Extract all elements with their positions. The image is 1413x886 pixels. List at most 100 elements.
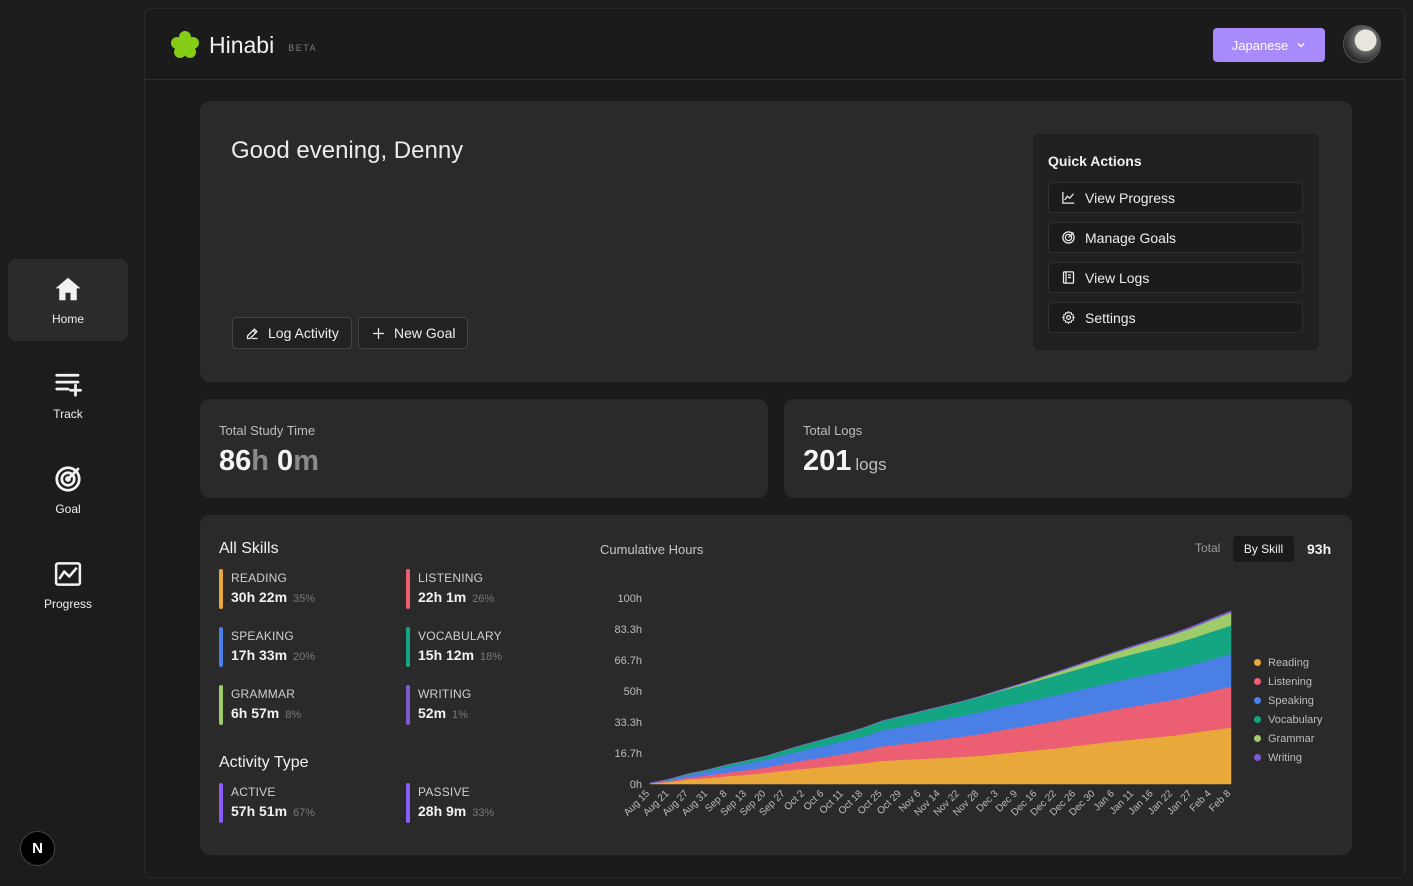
legend-label: Vocabulary bbox=[1268, 713, 1323, 726]
sidebar-item-label: Progress bbox=[43, 597, 93, 611]
skill-tile: SPEAKING 17h 33m 20% bbox=[219, 627, 389, 667]
y-tick-label: 66.7h bbox=[614, 655, 642, 667]
skill-name: WRITING bbox=[418, 687, 472, 701]
greeting: Good evening, Denny bbox=[231, 137, 464, 164]
logo[interactable]: Hinabi BETA bbox=[169, 29, 317, 61]
skill-tile: GRAMMAR 6h 57m 8% bbox=[219, 685, 389, 725]
y-tick-label: 100h bbox=[618, 593, 642, 605]
sidebar-item-goal[interactable]: Goal bbox=[8, 449, 128, 531]
total-hours: 93h bbox=[1307, 541, 1332, 557]
skill-time: 30h 22m 35% bbox=[231, 589, 315, 605]
skill-percent: 67% bbox=[293, 807, 316, 819]
log-activity-button[interactable]: Log Activity bbox=[232, 317, 352, 349]
view-logs-button[interactable]: View Logs bbox=[1048, 262, 1303, 293]
sidebar-item-label: Track bbox=[53, 407, 83, 421]
sidebar: Home Track Goal Progress N bbox=[0, 0, 136, 886]
legend-dot bbox=[1254, 678, 1261, 685]
skill-tile: VOCABULARY 15h 12m 18% bbox=[406, 627, 576, 667]
legend-dot bbox=[1254, 716, 1261, 723]
legend-item: Speaking bbox=[1254, 691, 1322, 710]
logs-unit: logs bbox=[855, 455, 887, 474]
toggle-by-skill-button[interactable]: By Skill bbox=[1233, 536, 1294, 562]
manage-goals-button[interactable]: Manage Goals bbox=[1048, 222, 1303, 253]
log-activity-label: Log Activity bbox=[268, 325, 339, 341]
view-progress-button[interactable]: View Progress bbox=[1048, 182, 1303, 213]
sidebar-item-home[interactable]: Home bbox=[8, 259, 128, 341]
skill-time-value: 57h 51m bbox=[231, 803, 288, 819]
skill-time: 17h 33m 20% bbox=[231, 647, 315, 663]
skill-name: ACTIVE bbox=[231, 785, 276, 799]
all-skills-title: All Skills bbox=[219, 540, 279, 557]
hours-unit: h bbox=[251, 445, 269, 477]
skill-time-value: 28h 9m bbox=[418, 803, 467, 819]
sidebar-item-progress[interactable]: Progress bbox=[8, 544, 128, 626]
skill-name: GRAMMAR bbox=[231, 687, 296, 701]
legend-label: Grammar bbox=[1268, 732, 1315, 745]
main-panel: Hinabi BETA Japanese Good evening, Denny… bbox=[144, 8, 1405, 878]
chart-title: Cumulative Hours bbox=[600, 542, 704, 557]
skill-color-bar bbox=[406, 569, 410, 609]
skill-percent: 35% bbox=[293, 593, 316, 605]
hours-value: 86 bbox=[219, 445, 252, 477]
skill-tile: PASSIVE 28h 9m 33% bbox=[406, 783, 576, 823]
flower-logo-icon bbox=[171, 31, 199, 58]
skill-percent: 26% bbox=[472, 593, 495, 605]
skill-color-bar bbox=[406, 627, 410, 667]
activity-type-title: Activity Type bbox=[219, 754, 309, 771]
legend-label: Speaking bbox=[1268, 694, 1314, 707]
total-logs-card: Total Logs 201 logs bbox=[784, 399, 1352, 498]
toggle-total-button[interactable]: Total bbox=[1195, 541, 1221, 555]
language-label: Japanese bbox=[1231, 37, 1289, 53]
target-icon bbox=[55, 466, 81, 492]
skill-time-value: 30h 22m bbox=[231, 589, 288, 605]
skill-color-bar bbox=[219, 627, 223, 667]
skill-color-bar bbox=[219, 685, 223, 725]
qa-label: Manage Goals bbox=[1085, 229, 1177, 246]
new-goal-button[interactable]: New Goal bbox=[358, 317, 469, 349]
skill-time: 22h 1m 26% bbox=[418, 589, 494, 605]
target-icon bbox=[1062, 231, 1075, 244]
skills-card: All Skills READING 30h 22m 35% LISTENING 22h… bbox=[200, 515, 1352, 855]
y-tick-label: 50h bbox=[624, 686, 642, 698]
stat-label: Total Logs bbox=[803, 423, 863, 438]
y-tick-label: 33.3h bbox=[614, 717, 642, 729]
legend-dot bbox=[1254, 659, 1261, 666]
skill-name: SPEAKING bbox=[231, 629, 294, 643]
y-tick-label: 83.3h bbox=[614, 624, 642, 636]
dev-badge[interactable]: N bbox=[20, 831, 55, 866]
skill-time-value: 6h 57m bbox=[231, 705, 280, 721]
qa-label: View Progress bbox=[1085, 189, 1176, 206]
legend-label: Writing bbox=[1268, 751, 1303, 764]
chart-legend: Reading Listening Speaking Vocabulary Gramma… bbox=[1254, 653, 1322, 767]
legend-item: Vocabulary bbox=[1254, 710, 1322, 729]
header: Hinabi BETA Japanese bbox=[145, 9, 1404, 80]
sidebar-item-track[interactable]: Track bbox=[8, 354, 128, 436]
series-area-writing bbox=[649, 610, 1232, 784]
skill-time: 6h 57m 8% bbox=[231, 705, 301, 721]
language-select[interactable]: Japanese bbox=[1213, 28, 1325, 62]
skill-percent: 1% bbox=[452, 709, 468, 721]
stat-label: Total Study Time bbox=[219, 423, 316, 438]
stat-value: 201 logs bbox=[803, 445, 887, 478]
legend-item: Reading bbox=[1254, 653, 1322, 672]
skill-name: PASSIVE bbox=[418, 785, 470, 799]
x-tick-label: Feb 8 bbox=[1207, 788, 1233, 814]
stat-value: 86h 0m bbox=[219, 445, 319, 478]
settings-button[interactable]: Settings bbox=[1048, 302, 1303, 333]
welcome-card: Good evening, Denny Log Activity New Goa… bbox=[200, 101, 1352, 382]
chart-icon bbox=[54, 562, 82, 586]
avatar[interactable] bbox=[1343, 25, 1381, 63]
legend-dot bbox=[1254, 697, 1261, 704]
legend-label: Listening bbox=[1268, 675, 1313, 688]
sidebar-item-label: Goal bbox=[55, 502, 81, 516]
total-study-time-card: Total Study Time 86h 0m bbox=[200, 399, 768, 498]
skill-time: 28h 9m 33% bbox=[418, 803, 494, 819]
skill-tile: ACTIVE 57h 51m 67% bbox=[219, 783, 389, 823]
skill-time-value: 22h 1m bbox=[418, 589, 467, 605]
skill-time: 57h 51m 67% bbox=[231, 803, 315, 819]
line-chart-icon bbox=[1062, 191, 1075, 204]
skill-time: 15h 12m 18% bbox=[418, 647, 502, 663]
gear-icon bbox=[1062, 311, 1075, 324]
legend-item: Grammar bbox=[1254, 729, 1322, 748]
skill-color-bar bbox=[406, 685, 410, 725]
